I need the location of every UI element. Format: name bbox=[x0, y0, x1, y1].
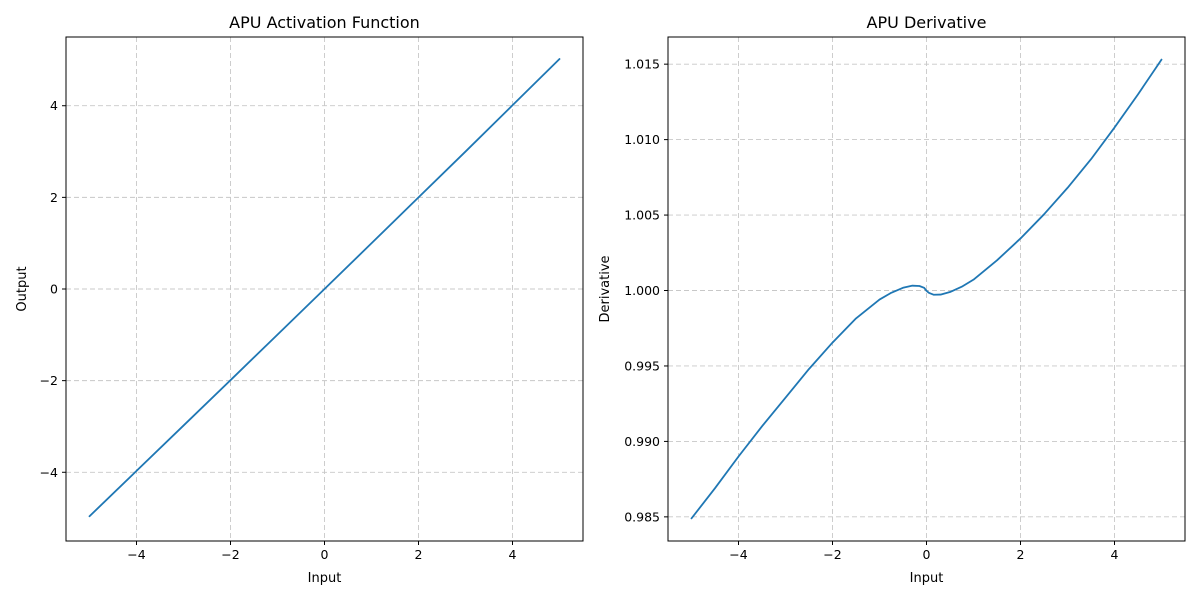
x-tick-label: 2 bbox=[1017, 547, 1025, 562]
x-tick-label: 4 bbox=[509, 547, 517, 562]
y-tick-label: 0.985 bbox=[624, 509, 660, 524]
chart-derivative: −4 −2 0 2 4 0.985 0.990 0.995 1.000 1.005 1.010 1.0… bbox=[598, 13, 1186, 586]
x-tick-label: −2 bbox=[221, 547, 239, 562]
x-tick-label: −4 bbox=[729, 547, 747, 562]
x-tick-label: −2 bbox=[823, 547, 841, 562]
y-tick-label: 0.990 bbox=[624, 434, 660, 449]
x-tick-label: 0 bbox=[923, 547, 931, 562]
y-axis-label: Output bbox=[15, 266, 30, 311]
x-axis-label: Input bbox=[910, 571, 944, 586]
y-tick-label: 1.015 bbox=[624, 57, 660, 72]
x-tick-label: 2 bbox=[415, 547, 423, 562]
chart-title: APU Derivative bbox=[867, 13, 987, 32]
y-tick-label: 4 bbox=[50, 98, 58, 113]
y-tick-label: 0.995 bbox=[624, 358, 660, 373]
chart-title: APU Activation Function bbox=[229, 13, 420, 32]
x-tick-label: −4 bbox=[127, 547, 145, 562]
series-line bbox=[88, 58, 561, 518]
y-tick-label: 1.005 bbox=[624, 208, 660, 223]
y-tick-label: 1.010 bbox=[624, 132, 660, 147]
x-tick-label: 4 bbox=[1111, 547, 1119, 562]
y-tick-label: −4 bbox=[40, 465, 58, 480]
x-axis-label: Input bbox=[308, 571, 342, 586]
y-tick-label: −2 bbox=[40, 373, 58, 388]
y-tick-label: 1.000 bbox=[624, 283, 660, 298]
x-tick-label: 0 bbox=[321, 547, 329, 562]
y-axis-label: Derivative bbox=[598, 255, 613, 322]
series-line bbox=[690, 58, 1163, 520]
y-tick-label: 0 bbox=[50, 282, 58, 297]
chart-activation: −4 −2 0 2 4 −4 −2 0 2 4 APU Activation Function Inp… bbox=[15, 13, 584, 586]
y-tick-label: 2 bbox=[50, 190, 58, 205]
